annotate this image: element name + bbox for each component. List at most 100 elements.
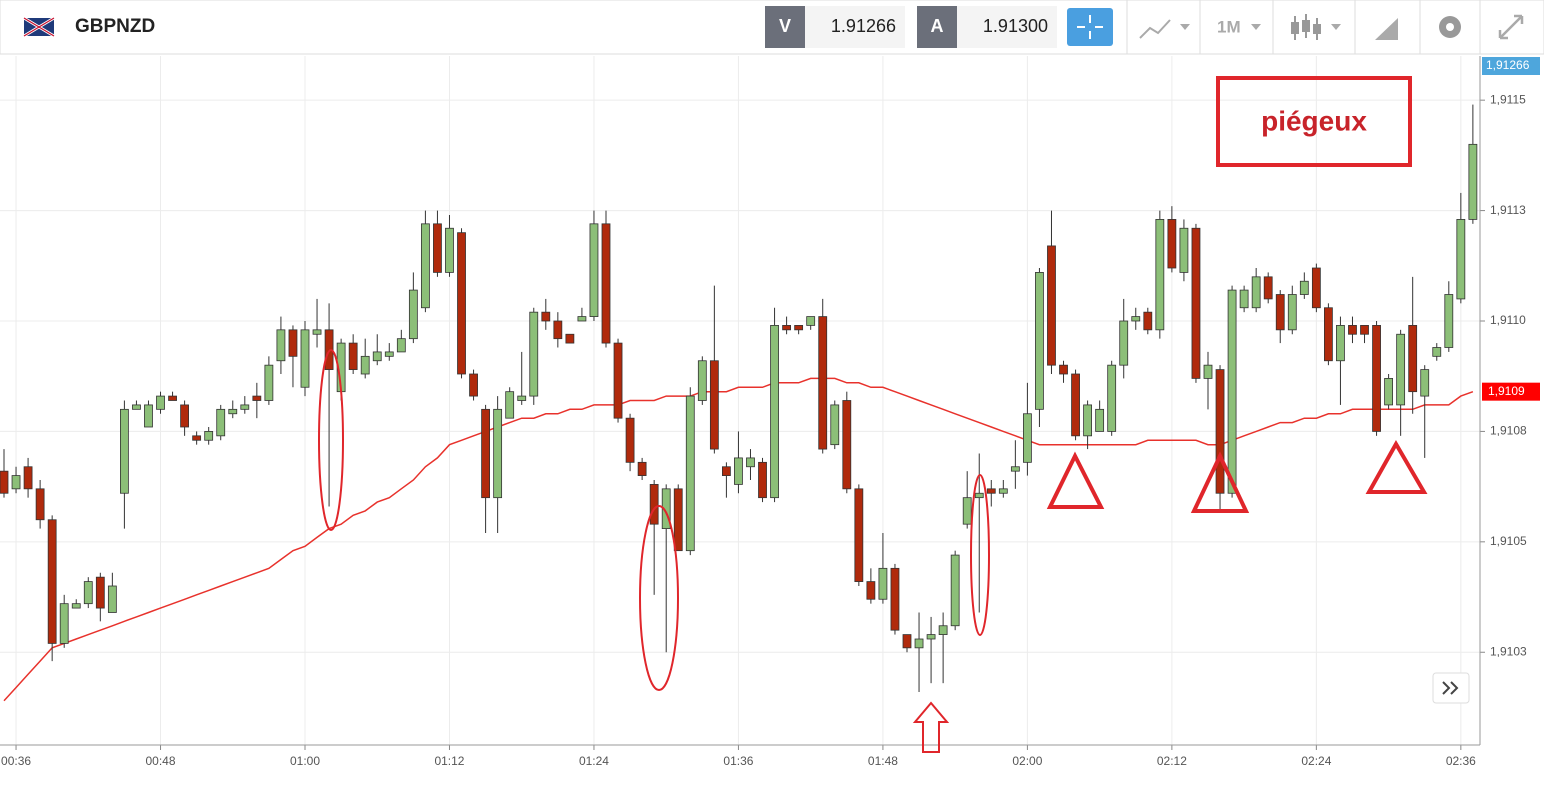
- candle-body: [95, 576, 105, 609]
- ask-box: [957, 6, 1057, 48]
- ask-badge[interactable]: [917, 6, 957, 48]
- candle-body: [1143, 311, 1153, 331]
- candle-body: [794, 325, 804, 331]
- bid-badge[interactable]: [765, 6, 805, 48]
- candle-body: [23, 466, 33, 490]
- candle-body: [505, 391, 515, 419]
- chart-type-icon[interactable]: [1139, 19, 1171, 39]
- candle-body: [685, 395, 695, 552]
- y-tick-label: 1,9108: [1490, 424, 1527, 438]
- candle-body: [47, 519, 57, 644]
- bid-price: 1.91266: [831, 16, 896, 36]
- x-tick-label: 02:12: [1157, 754, 1187, 768]
- candle-body: [830, 404, 840, 446]
- candle-body: [866, 581, 876, 600]
- triangle: [1046, 451, 1105, 509]
- candle-body: [276, 329, 286, 362]
- candle-body: [878, 567, 888, 600]
- candle-body: [1420, 369, 1430, 397]
- candle-body: [950, 554, 960, 627]
- candle-body: [734, 457, 743, 485]
- y-tick-label: 1,9115: [1490, 92, 1526, 106]
- candle-body: [541, 311, 551, 322]
- candle-body: [216, 408, 226, 437]
- dropdown-arrow: [1180, 24, 1190, 30]
- candle-body: [1119, 320, 1129, 366]
- candle-body: [673, 488, 683, 552]
- x-tick-label: 01:00: [290, 754, 320, 768]
- candle-body: [469, 373, 478, 397]
- candle-body: [1191, 227, 1201, 379]
- candle-body: [782, 325, 791, 331]
- candle-body: [926, 634, 936, 640]
- candle-body: [565, 333, 575, 344]
- annotation-text: piégeux: [1261, 105, 1367, 136]
- ma-price-label: 1,9109: [1488, 384, 1525, 398]
- candle-body: [0, 470, 9, 494]
- candle-body: [1215, 369, 1225, 494]
- candle-body: [553, 320, 563, 340]
- up-arrow: [912, 701, 950, 753]
- candle-body: [758, 461, 767, 499]
- scroll-icon: [1442, 681, 1459, 695]
- x-tick-label: 01:24: [579, 754, 609, 768]
- x-tick-label: 00:48: [146, 754, 176, 768]
- candle-body: [1468, 143, 1478, 220]
- candle-body: [384, 351, 394, 357]
- candle-body: [1023, 413, 1032, 463]
- candle-body: [986, 488, 996, 494]
- bid-box: [805, 6, 905, 48]
- last-price-badge: [1482, 57, 1540, 75]
- candles-icon-body: [1302, 20, 1310, 32]
- timeframe[interactable]: 1M: [1217, 17, 1241, 36]
- y-tick-label: 1,9110: [1490, 313, 1526, 327]
- candle-body: [818, 316, 828, 450]
- candle-body: [120, 408, 129, 494]
- scroll-button[interactable]: [1432, 672, 1470, 704]
- y-tick-label: 1,9113: [1490, 203, 1526, 217]
- candle-body: [529, 311, 539, 397]
- candle-body: [481, 408, 491, 499]
- candle-body: [770, 325, 779, 499]
- candle-body: [637, 461, 647, 476]
- candle-body: [1083, 404, 1092, 437]
- candle-body: [264, 364, 274, 401]
- candle-body: [709, 360, 719, 450]
- ask-label: A: [931, 16, 944, 36]
- candle-body: [1263, 276, 1273, 300]
- ellipse: [639, 505, 679, 691]
- candle-body: [252, 395, 262, 401]
- candle-body: [914, 638, 924, 649]
- candle-body: [180, 404, 190, 428]
- candle-body: [420, 223, 430, 309]
- candle-body: [433, 223, 442, 273]
- candle-body: [854, 488, 864, 582]
- flag-cross-red: [23, 17, 55, 37]
- candle-body: [59, 603, 69, 644]
- candle-body: [1360, 325, 1369, 335]
- candle-body: [806, 316, 816, 326]
- candle-body: [132, 404, 141, 410]
- candle-body: [11, 475, 21, 490]
- bid-label: V: [779, 16, 791, 36]
- candle-body: [1456, 219, 1466, 300]
- candle-body: [348, 342, 358, 370]
- y-tick-label: 1,9103: [1490, 644, 1527, 658]
- candle-body: [1203, 364, 1213, 379]
- candle-body: [324, 329, 334, 370]
- ask-price: 1.91300: [983, 16, 1048, 36]
- candle-body: [396, 338, 406, 353]
- candle-body: [1408, 325, 1418, 393]
- expand-icon[interactable]: [1498, 14, 1524, 40]
- candle-body: [577, 316, 587, 322]
- candle-body: [144, 404, 153, 428]
- candle-body: [35, 488, 45, 521]
- crosshair-button[interactable]: [1067, 8, 1113, 46]
- candle-body: [1275, 294, 1285, 331]
- ma-price-badge: [1482, 382, 1540, 401]
- triangle: [1190, 451, 1250, 513]
- candle-body: [156, 395, 165, 410]
- candle-body: [312, 329, 322, 335]
- draw-icon[interactable]: [1375, 18, 1398, 40]
